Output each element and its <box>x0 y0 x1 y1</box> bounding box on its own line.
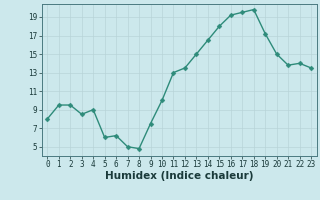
X-axis label: Humidex (Indice chaleur): Humidex (Indice chaleur) <box>105 171 253 181</box>
